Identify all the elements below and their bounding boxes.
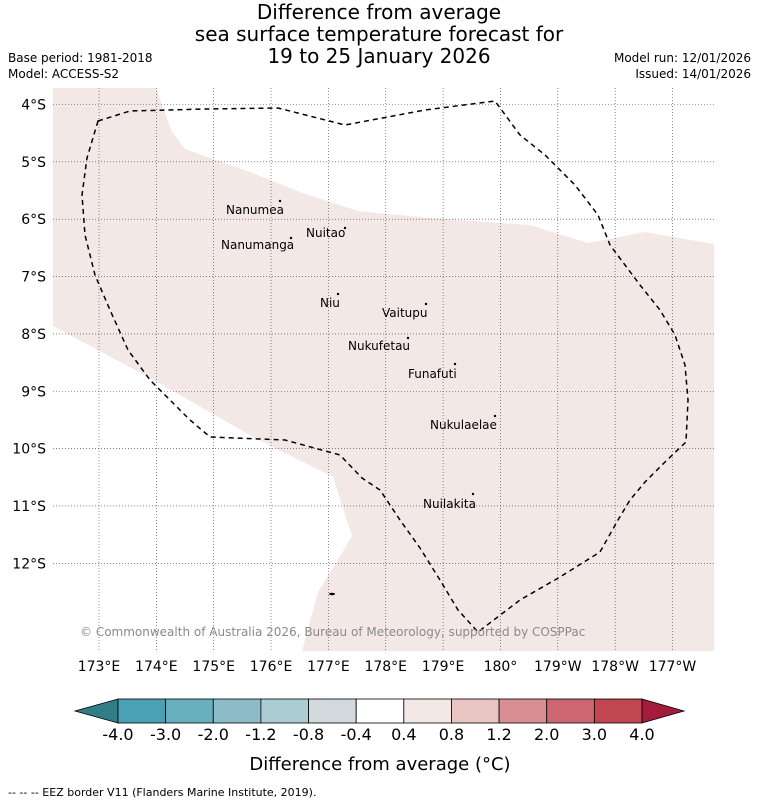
island-marker-south (329, 592, 335, 596)
longitude-label: 178°W (591, 659, 639, 675)
latitude-label: 12°S (12, 556, 46, 572)
island-marker-niu (336, 292, 340, 296)
longitude-label: 177°E (307, 659, 350, 675)
latitude-label: 4°S (21, 98, 46, 114)
title-line-3: 19 to 25 January 2026 (267, 44, 491, 68)
latitude-label: 6°S (21, 212, 46, 228)
island-label-nanumea: Nanumea (226, 203, 284, 217)
colorbar-tick: 1.2 (486, 725, 511, 744)
island-label-nukulaelae: Nukulaelae (430, 418, 497, 432)
title-line-1: Difference from average (256, 0, 502, 24)
longitude-label: 179°E (422, 659, 465, 675)
eez-border (81, 100, 689, 634)
latitude-label: 8°S (21, 327, 46, 343)
latitude-labels: 4°S 5°S 6°S 7°S 8°S 9°S 10°S 11°S 12°S (12, 98, 46, 573)
island-marker-nanumanga (289, 236, 293, 240)
colorbar-bin (212, 698, 262, 724)
latitude-label: 9°S (21, 384, 46, 400)
colorbar-tick: -4.0 (102, 725, 133, 744)
island-label-nukufetau: Nukufetau (348, 339, 410, 353)
island-marker-nuitao (343, 226, 347, 230)
longitude-label: 176°E (250, 659, 293, 675)
eez-attribution: -- -- -- EEZ border V11 (Flanders Marine… (8, 786, 317, 799)
colorbar-over-arrow (641, 698, 686, 724)
colorbar-bin (498, 698, 548, 724)
island-label-nanumanga: Nanumanga (221, 238, 294, 252)
colorbar-bin (403, 698, 452, 724)
longitude-label: 175°E (192, 659, 235, 675)
colorbar-bin (165, 698, 214, 724)
longitude-label: 174°E (135, 659, 178, 675)
island-marker-nukufetau (406, 336, 410, 340)
colorbar-tick: 0.8 (439, 725, 464, 744)
title-line-2: sea surface temperature forecast for (194, 22, 564, 46)
colorbar-tick-labels: -4.0 -3.0 -2.0 -1.2 -0.8 -0.4 0.4 0.8 1.2 2.0 3.0 4… (102, 725, 654, 744)
latitude-label: 11°S (12, 499, 46, 515)
island-label-nuitao: Nuitao (306, 226, 345, 240)
colorbar-bins (117, 698, 643, 724)
colorbar-bin (117, 698, 167, 724)
colorbar-tick: 0.4 (391, 725, 416, 744)
colorbar-label: Difference from average (°C) (249, 754, 510, 775)
map-panel: Nanumea Nuitao Nanumanga Niu Vaitupu Nuk… (53, 88, 714, 651)
longitude-label: 180° (484, 659, 518, 675)
island-label-niu: Niu (320, 296, 340, 310)
colorbar-bin (593, 698, 643, 724)
colorbar-tick: 2.0 (534, 725, 559, 744)
island-marker-nuilakita (471, 492, 475, 496)
graticule (53, 88, 714, 651)
colorbar-bin (546, 698, 595, 724)
colorbar-bin (355, 698, 405, 724)
island-label-funafuti: Funafuti (408, 367, 457, 381)
island-marker-nukulaelae (493, 414, 497, 418)
colorbar-under-arrow (73, 698, 119, 724)
model-run: Model run: 12/01/2026 (613, 51, 751, 65)
colorbar-tick: 3.0 (582, 725, 607, 744)
island-marker-nanumea (278, 199, 282, 203)
copyright-notice: © Commonwealth of Australia 2026, Bureau… (80, 625, 585, 639)
island-marker-funafuti (453, 362, 457, 366)
anomaly-region-0.4-0.8 (53, 88, 714, 651)
island-marker-vaitupu (424, 302, 428, 306)
colorbar-tick: -0.8 (293, 725, 324, 744)
colorbar-bin (451, 698, 500, 724)
colorbar-tick: -1.2 (245, 725, 276, 744)
colorbar-tick: -2.0 (198, 725, 229, 744)
longitude-label: 179°W (534, 659, 582, 675)
colorbar-tick: 4.0 (629, 725, 654, 744)
island-markers (278, 199, 497, 596)
longitude-label: 178°E (364, 659, 407, 675)
longitude-label: 177°W (649, 659, 697, 675)
longitude-label: 173°E (78, 659, 121, 675)
island-label-vaitupu: Vaitupu (382, 306, 428, 320)
colorbar-tick: -3.0 (150, 725, 181, 744)
colorbar-bin (260, 698, 309, 724)
latitude-label: 7°S (21, 270, 46, 286)
longitude-labels: 173°E 174°E 175°E 176°E 177°E 178°E 179°E 180° 1… (78, 659, 697, 675)
base-period: Base period: 1981-2018 (8, 51, 153, 65)
model-name: Model: ACCESS-S2 (8, 67, 120, 81)
colorbar-tick: -0.4 (341, 725, 372, 744)
island-label-nuilakita: Nuilakita (423, 497, 476, 511)
latitude-label: 10°S (12, 442, 46, 458)
latitude-label: 5°S (21, 155, 46, 171)
issued-date: Issued: 14/01/2026 (635, 67, 751, 81)
colorbar: -4.0 -3.0 -2.0 -1.2 -0.8 -0.4 0.4 0.8 1.2 2.0 3.0 4… (73, 698, 686, 775)
colorbar-bin (308, 698, 357, 724)
